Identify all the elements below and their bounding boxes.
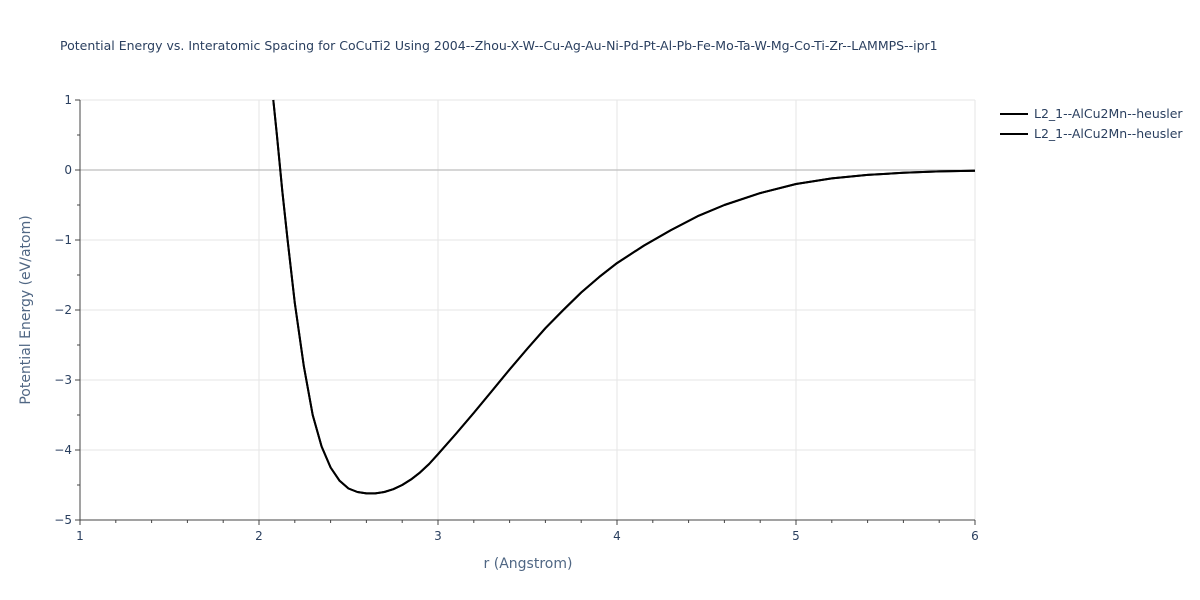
minor-ticks: [75, 99, 976, 525]
y-tick-label: −5: [54, 513, 72, 527]
series-line-2[interactable]: [272, 99, 976, 495]
y-tick-label: 1: [64, 93, 72, 107]
y-tick-label: −3: [54, 373, 72, 387]
chart-title: Potential Energy vs. Interatomic Spacing…: [60, 38, 938, 53]
legend-item-1[interactable]: L2_1--AlCu2Mn--heusler: [1000, 106, 1183, 121]
y-axis-title: Potential Energy (eV/atom): [18, 215, 34, 404]
x-axis-title: r (Angstrom): [484, 556, 573, 572]
x-tick-label: 1: [76, 529, 84, 543]
x-tick-label: 4: [613, 529, 621, 543]
plot-area[interactable]: [272, 99, 976, 495]
x-tick-label: 6: [971, 529, 979, 543]
series-line-1[interactable]: [272, 99, 976, 495]
y-tick-label: 0: [64, 163, 72, 177]
y-tick-label: −2: [54, 303, 72, 317]
y-tick-label: −4: [54, 443, 72, 457]
x-tick-labels: 1 2 3 4 5 6: [76, 529, 979, 543]
legend[interactable]: L2_1--AlCu2Mn--heusler L2_1--AlCu2Mn--heu…: [1000, 106, 1183, 141]
y-tick-labels: 1 0 −1 −2 −3 −4 −5: [54, 93, 72, 527]
x-tick-label: 3: [434, 529, 442, 543]
x-tick-label: 5: [792, 529, 800, 543]
legend-item-2[interactable]: L2_1--AlCu2Mn--heusler: [1000, 126, 1183, 141]
y-tick-label: −1: [54, 233, 72, 247]
x-tick-label: 2: [255, 529, 263, 543]
legend-label: L2_1--AlCu2Mn--heusler: [1034, 106, 1183, 121]
legend-label: L2_1--AlCu2Mn--heusler: [1034, 126, 1183, 141]
gridlines: [79, 99, 976, 521]
